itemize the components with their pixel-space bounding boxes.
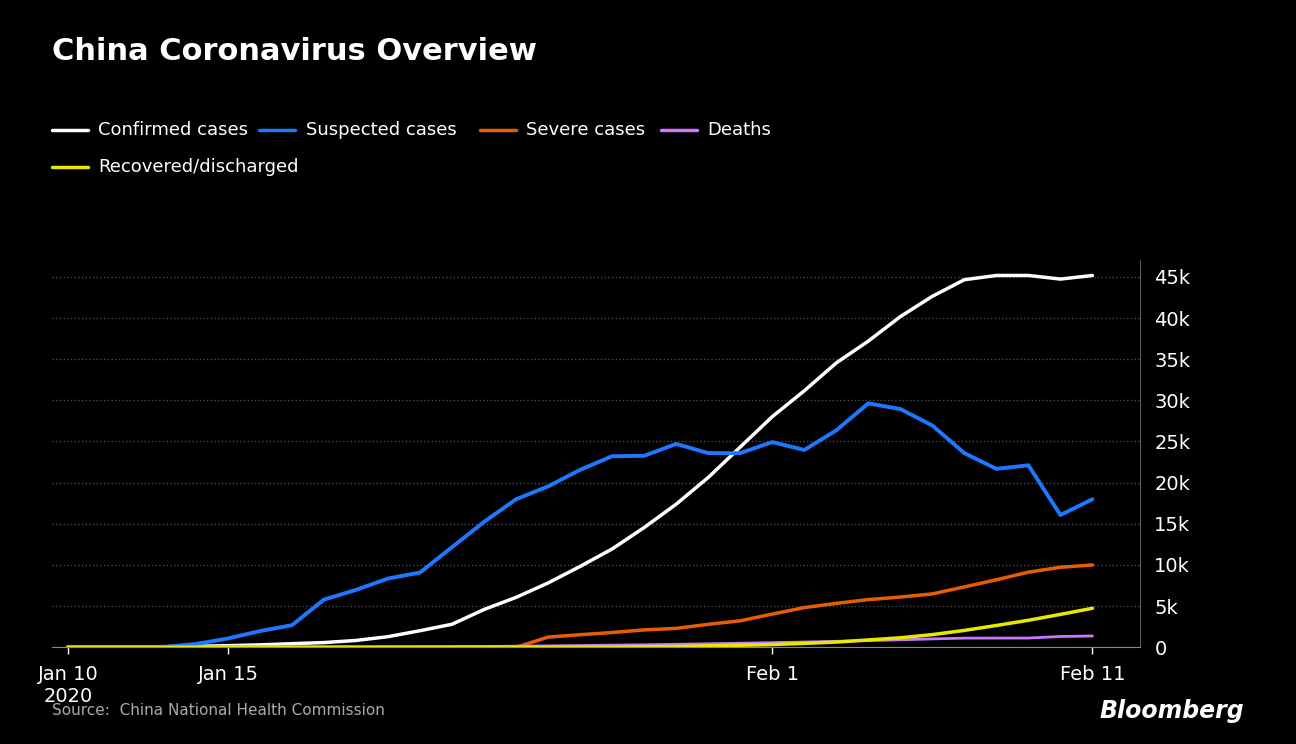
Text: Suspected cases: Suspected cases [306, 121, 456, 139]
Text: China Coronavirus Overview: China Coronavirus Overview [52, 37, 537, 66]
Text: Recovered/discharged: Recovered/discharged [98, 158, 299, 176]
Text: Deaths: Deaths [708, 121, 771, 139]
Text: Source:  China National Health Commission: Source: China National Health Commission [52, 703, 385, 718]
Text: Severe cases: Severe cases [526, 121, 645, 139]
Text: Bloomberg: Bloomberg [1099, 699, 1244, 723]
Text: Confirmed cases: Confirmed cases [98, 121, 249, 139]
